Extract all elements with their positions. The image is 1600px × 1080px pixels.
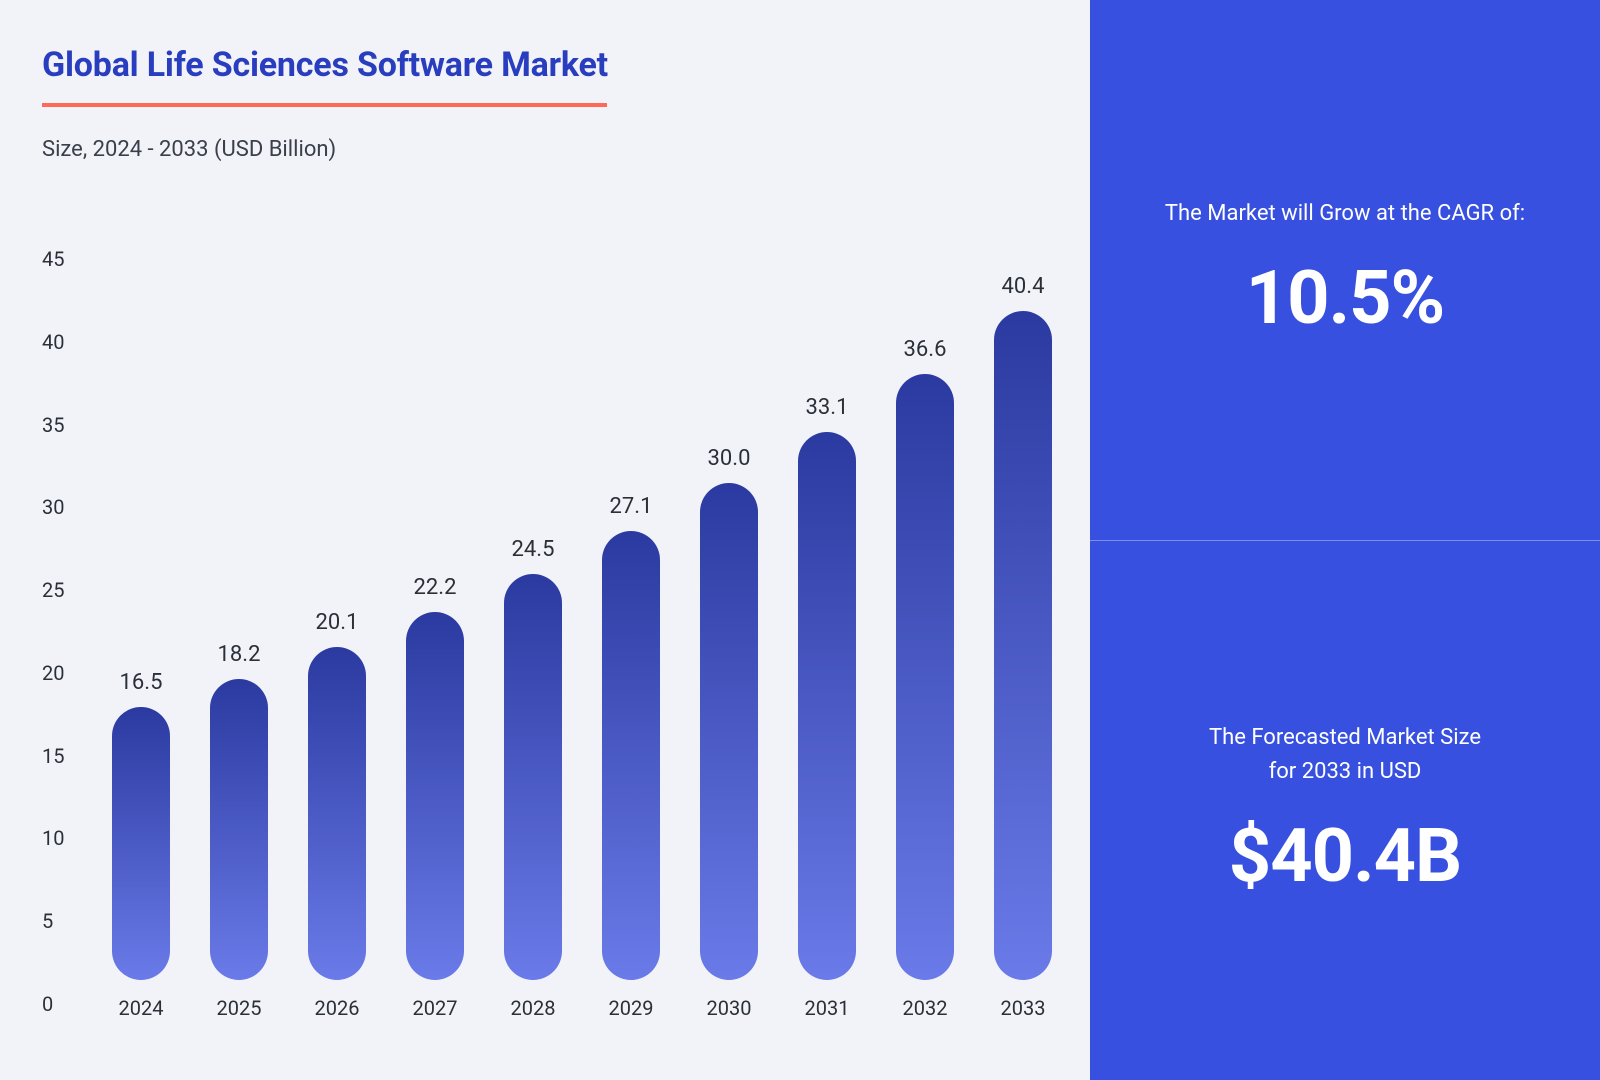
x-axis-tick: 2030 bbox=[707, 996, 752, 1020]
y-axis-tick: 10 bbox=[42, 826, 64, 850]
y-axis-tick: 40 bbox=[42, 330, 64, 354]
y-axis-tick: 20 bbox=[42, 661, 64, 685]
y-axis-tick: 30 bbox=[42, 495, 64, 519]
y-axis-tick: 5 bbox=[42, 909, 53, 933]
chart-panel: Global Life Sciences Software Market Siz… bbox=[0, 0, 1090, 1080]
bar bbox=[112, 707, 170, 980]
forecast-label: The Forecasted Market Size for 2033 in U… bbox=[1209, 721, 1481, 789]
x-axis-tick: 2027 bbox=[413, 996, 458, 1020]
bar-value-label: 22.2 bbox=[414, 575, 457, 600]
bar-value-label: 24.5 bbox=[512, 537, 555, 562]
bar bbox=[406, 612, 464, 980]
cagr-label: The Market will Grow at the CAGR of: bbox=[1165, 197, 1525, 231]
bar-chart: 16.5 18.2 20.1 22.2 24.5 27.1 30.0 33.1 36.6 40.4… bbox=[42, 235, 1070, 1050]
x-axis-tick: 2026 bbox=[315, 996, 360, 1020]
bar bbox=[798, 432, 856, 980]
y-axis-tick: 35 bbox=[42, 413, 64, 437]
x-axis-tick: 2033 bbox=[1001, 996, 1046, 1020]
bar-value-label: 27.1 bbox=[610, 494, 653, 519]
bar-value-label: 18.2 bbox=[218, 642, 261, 667]
forecast-label-line1: The Forecasted Market Size bbox=[1209, 725, 1481, 750]
x-axis-tick: 2029 bbox=[609, 996, 654, 1020]
bar-value-label: 16.5 bbox=[120, 670, 163, 695]
x-axis-tick: 2024 bbox=[119, 996, 164, 1020]
bar bbox=[602, 531, 660, 980]
bar bbox=[896, 374, 954, 980]
cagr-value: 10.5% bbox=[1246, 255, 1445, 342]
forecast-label-line2: for 2033 in USD bbox=[1269, 759, 1422, 784]
x-axis-tick: 2031 bbox=[805, 996, 850, 1020]
chart-subtitle: Size, 2024 - 2033 (USD Billion) bbox=[42, 137, 1070, 162]
bar bbox=[994, 311, 1052, 980]
bar-value-label: 33.1 bbox=[806, 395, 849, 420]
forecast-stat: The Forecasted Market Size for 2033 in U… bbox=[1090, 540, 1600, 1080]
y-axis-tick: 15 bbox=[42, 744, 64, 768]
bar bbox=[700, 483, 758, 980]
bar-value-label: 30.0 bbox=[708, 446, 751, 471]
y-axis-tick: 0 bbox=[42, 992, 53, 1016]
cagr-stat: The Market will Grow at the CAGR of: 10.… bbox=[1090, 0, 1600, 540]
bar bbox=[308, 647, 366, 980]
bar-value-label: 20.1 bbox=[316, 610, 359, 635]
title-underline bbox=[42, 103, 607, 107]
x-axis-tick: 2032 bbox=[903, 996, 948, 1020]
y-axis-tick: 45 bbox=[42, 247, 64, 271]
stats-panel: The Market will Grow at the CAGR of: 10.… bbox=[1090, 0, 1600, 1080]
forecast-value: $40.4B bbox=[1229, 813, 1462, 900]
bar bbox=[210, 679, 268, 980]
bar bbox=[504, 574, 562, 980]
y-axis-tick: 25 bbox=[42, 578, 64, 602]
bar-value-label: 40.4 bbox=[1002, 274, 1045, 299]
x-axis-tick: 2025 bbox=[217, 996, 262, 1020]
page-title: Global Life Sciences Software Market bbox=[42, 45, 1070, 85]
bar-value-label: 36.6 bbox=[904, 337, 947, 362]
x-axis-tick: 2028 bbox=[511, 996, 556, 1020]
